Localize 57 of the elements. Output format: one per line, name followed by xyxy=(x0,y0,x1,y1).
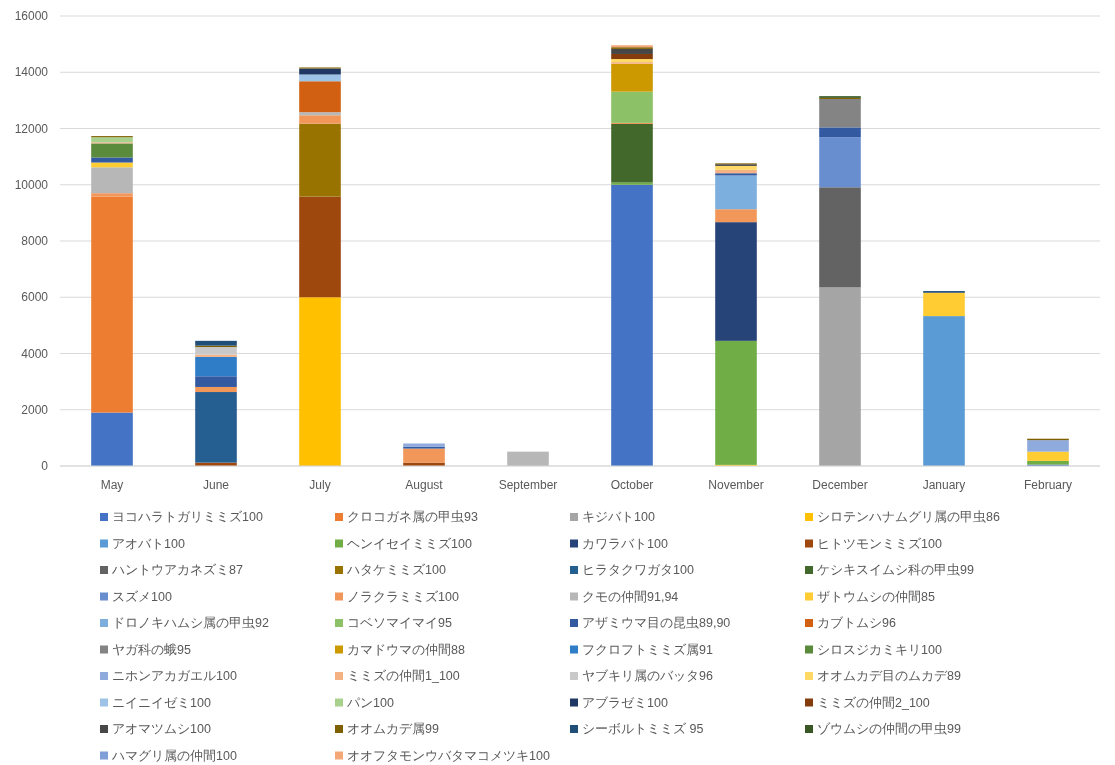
legend-label: アオマツムシ100 xyxy=(112,722,211,737)
legend-label: ハントウアカネズミ87 xyxy=(111,563,243,578)
legend-label: ヤブキリ属のバッタ96 xyxy=(582,669,713,684)
legend-label: ゾウムシの仲間の甲虫99 xyxy=(817,722,961,737)
legend-label: オオムカデ目のムカデ89 xyxy=(817,669,961,684)
legend-label: ヘンイセイミミズ100 xyxy=(347,536,472,551)
y-tick-label: 8000 xyxy=(21,234,49,249)
legend-label: ニホンアカガエル100 xyxy=(112,669,237,684)
legend-label: アオバト100 xyxy=(112,536,185,551)
legend-label: ハマグリ属の仲間100 xyxy=(111,748,237,763)
legend-label: ヒラタクワガタ100 xyxy=(582,563,694,578)
x-tick-label: February xyxy=(1023,478,1073,492)
y-tick-label: 10000 xyxy=(14,177,49,192)
legend-label: キジバト100 xyxy=(582,510,655,525)
legend-label: クモの仲間91,94 xyxy=(582,589,679,604)
legend-label: ノラクラミミズ100 xyxy=(347,589,459,604)
legend-label: オオムカデ属99 xyxy=(347,722,439,737)
y-tick-label: 4000 xyxy=(21,346,49,361)
y-tick-label: 14000 xyxy=(14,65,49,80)
legend-label: アブラゼミ100 xyxy=(582,695,668,710)
legend-label: シロテンハナムグリ属の甲虫86 xyxy=(817,510,1000,525)
legend-label: ドロノキハムシ属の甲虫92 xyxy=(112,616,269,631)
legend-label: ヤガ科の蛾95 xyxy=(112,642,191,657)
legend-label: ヒトツモンミミズ100 xyxy=(817,536,942,551)
y-tick-label: 0 xyxy=(41,459,49,474)
x-tick-label: December xyxy=(812,478,868,492)
legend-label: カブトムシ96 xyxy=(817,616,896,631)
legend-label: シーボルトミミズ 95 xyxy=(582,722,704,737)
legend-label: クロコガネ属の甲虫93 xyxy=(347,510,478,525)
legend-label: カワラバト100 xyxy=(582,536,668,551)
legend-label: ヨコハラトガリミミズ100 xyxy=(112,510,263,525)
x-tick-label: September xyxy=(498,478,558,492)
x-tick-label: July xyxy=(309,478,331,492)
legend-label: アザミウマ目の昆虫89,90 xyxy=(582,616,731,631)
x-tick-label: January xyxy=(922,478,966,492)
legend-label: オオフタモンウバタマコメツキ100 xyxy=(347,748,550,763)
legend-label: フクロフトミミズ属91 xyxy=(582,642,713,657)
legend-label: カマドウマの仲間88 xyxy=(347,642,465,657)
x-tick-label: October xyxy=(610,478,654,492)
legend-label: シロスジカミキリ100 xyxy=(817,642,942,657)
legend-label: ミミズの仲間1_100 xyxy=(347,669,460,684)
x-tick-label: August xyxy=(405,478,444,492)
legend-label: ザトウムシの仲間85 xyxy=(817,589,935,604)
legend-label: パン100 xyxy=(346,695,394,710)
y-tick-label: 6000 xyxy=(21,290,49,305)
legend-label: ニイニイゼミ100 xyxy=(112,695,211,710)
y-tick-label: 12000 xyxy=(14,121,49,136)
x-tick-label: November xyxy=(708,478,764,492)
legend-label: ミミズの仲間2_100 xyxy=(817,695,930,710)
y-tick-label: 2000 xyxy=(21,402,49,417)
legend-label: ケシキスイムシ科の甲虫99 xyxy=(817,563,974,578)
x-tick-label: May xyxy=(100,478,124,492)
legend-label: スズメ100 xyxy=(112,589,172,604)
legend-label: ハタケミミズ100 xyxy=(346,563,446,578)
x-tick-label: June xyxy=(202,478,230,492)
y-tick-label: 16000 xyxy=(14,9,49,24)
legend-label: コベソマイマイ95 xyxy=(347,616,452,631)
